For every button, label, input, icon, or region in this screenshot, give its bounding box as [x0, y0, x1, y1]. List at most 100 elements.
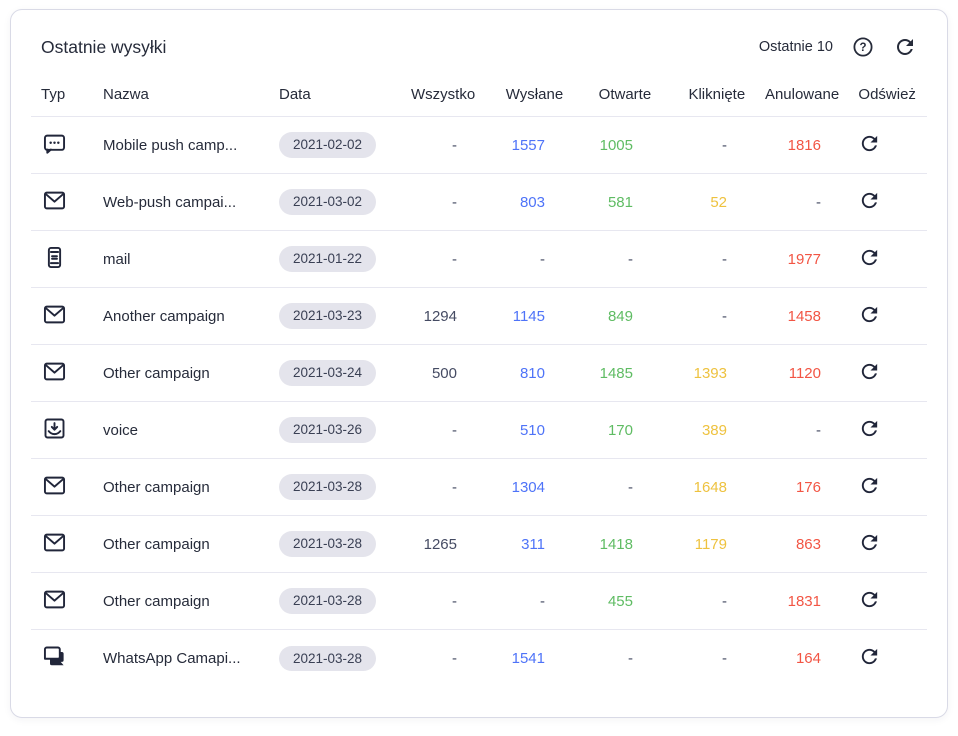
column-header-odswiez: Odśwież	[858, 86, 916, 103]
row-action-cell	[821, 645, 917, 672]
table-body: Mobile push camp... 2021-02-02 - 1557 10…	[31, 117, 927, 687]
range-label: Ostatnie 10	[758, 39, 833, 55]
row-action-cell	[821, 189, 917, 216]
all-count: -	[452, 136, 457, 154]
column-header-otwarte: Otwarte	[598, 86, 652, 103]
campaign-name: voice	[103, 421, 139, 439]
sent-count: -	[540, 592, 545, 610]
campaign-name: WhatsApp Camapi...	[103, 650, 241, 667]
chat-dots-icon	[41, 130, 68, 157]
date-badge: 2021-03-26	[279, 417, 377, 443]
type-cell	[41, 472, 103, 503]
sent-count: -	[540, 250, 545, 268]
row-action-cell	[821, 303, 917, 330]
date-cell: 2021-01-22	[279, 246, 411, 272]
date-cell: 2021-03-26	[279, 417, 411, 443]
refresh-icon[interactable]	[858, 189, 881, 212]
row-action-cell	[821, 360, 917, 387]
envelope-icon	[41, 301, 68, 328]
envelope-icon	[41, 529, 68, 556]
row-action-cell	[821, 531, 917, 558]
refresh-icon[interactable]	[858, 132, 881, 155]
date-cell: 2021-03-02	[279, 189, 411, 215]
table-row: Web-push campai... 2021-03-02 - 803 581 …	[31, 174, 927, 231]
campaign-name: Mobile push camp...	[103, 136, 238, 154]
date-badge: 2021-03-28	[279, 474, 377, 500]
all-count: 1294	[423, 307, 457, 325]
refresh-icon[interactable]	[858, 588, 881, 611]
cancelled-count: -	[816, 421, 821, 439]
date-badge: 2021-03-24	[279, 360, 377, 386]
refresh-icon[interactable]	[858, 360, 881, 383]
opened-count: -	[628, 478, 633, 496]
campaign-name: Other campaign	[103, 592, 210, 610]
all-count: 500	[431, 364, 457, 382]
opened-count: 1418	[599, 535, 633, 553]
cancelled-count: 1831	[787, 592, 821, 610]
date-cell: 2021-02-02	[279, 132, 411, 158]
envelope-icon	[41, 472, 68, 499]
cancelled-count: 863	[795, 535, 821, 553]
refresh-icon[interactable]	[893, 35, 917, 59]
cancelled-count: -	[816, 193, 821, 211]
table-row: Other campaign 2021-03-24 500 810 1485 1…	[31, 345, 927, 402]
campaign-name: mail	[103, 250, 131, 268]
sent-count: 1304	[511, 478, 545, 496]
sent-count: 1145	[512, 307, 545, 325]
refresh-icon[interactable]	[858, 246, 881, 269]
column-header-nazwa: Nazwa	[103, 86, 149, 103]
column-header-anulowane: Anulowane	[764, 86, 840, 103]
clicked-count: 389	[701, 421, 727, 439]
campaign-name: Other campaign	[103, 478, 210, 496]
opened-count: -	[628, 250, 633, 268]
column-header-wszystko: Wszystko	[411, 86, 476, 103]
all-count: -	[452, 421, 457, 439]
column-header-wyslane: Wysłane	[505, 86, 564, 103]
table-row: Other campaign 2021-03-28 - - 455 - 1831	[31, 573, 927, 630]
refresh-icon[interactable]	[858, 531, 881, 554]
table-row: Mobile push camp... 2021-02-02 - 1557 10…	[31, 117, 927, 174]
date-badge: 2021-03-28	[279, 531, 377, 557]
refresh-icon[interactable]	[858, 645, 881, 668]
all-count: -	[452, 250, 457, 268]
chat-bubbles-icon	[41, 643, 68, 670]
clicked-count: -	[722, 650, 727, 667]
cancelled-count: 176	[795, 478, 821, 496]
cancelled-count: 1816	[787, 136, 821, 154]
question-circle-icon[interactable]: ?	[851, 35, 875, 59]
date-cell: 2021-03-28	[279, 588, 411, 614]
page-title: Ostatnie wysyłki	[41, 36, 167, 57]
clicked-count: 1648	[693, 478, 727, 496]
clicked-count: -	[722, 136, 727, 154]
date-badge: 2021-03-23	[279, 303, 377, 329]
column-header-data: Data	[279, 86, 311, 103]
date-badge: 2021-01-22	[279, 246, 377, 272]
clicked-count: 52	[710, 193, 727, 211]
cancelled-count: 1120	[788, 364, 821, 382]
table-row: Other campaign 2021-03-28 1265 311 1418 …	[31, 516, 927, 573]
date-badge: 2021-02-02	[279, 132, 377, 158]
all-count: -	[452, 193, 457, 211]
cancelled-count: 1977	[787, 250, 821, 268]
type-cell	[41, 586, 103, 617]
column-header-klikniete: Kliknięte	[688, 86, 746, 103]
refresh-icon[interactable]	[858, 417, 881, 440]
all-count: -	[452, 478, 457, 496]
table-header-row: Typ Nazwa Data Wszystko Wysłane Otwarte …	[31, 73, 927, 117]
row-action-cell	[821, 588, 917, 615]
type-cell	[41, 358, 103, 389]
all-count: -	[452, 592, 457, 610]
refresh-icon[interactable]	[858, 474, 881, 497]
recent-sends-card: Ostatnie wysyłki Ostatnie 10 ? Typ Nazwa…	[10, 9, 948, 718]
svg-text:?: ?	[859, 42, 866, 54]
date-cell: 2021-03-24	[279, 360, 411, 386]
sent-count: 311	[521, 535, 545, 553]
type-cell	[41, 301, 103, 332]
date-badge: 2021-03-02	[279, 189, 377, 215]
refresh-icon[interactable]	[858, 303, 881, 326]
row-action-cell	[821, 417, 917, 444]
cancelled-count: 164	[795, 650, 821, 667]
campaign-name: Web-push campai...	[103, 193, 237, 211]
row-action-cell	[821, 474, 917, 501]
sent-count: 510	[519, 421, 545, 439]
